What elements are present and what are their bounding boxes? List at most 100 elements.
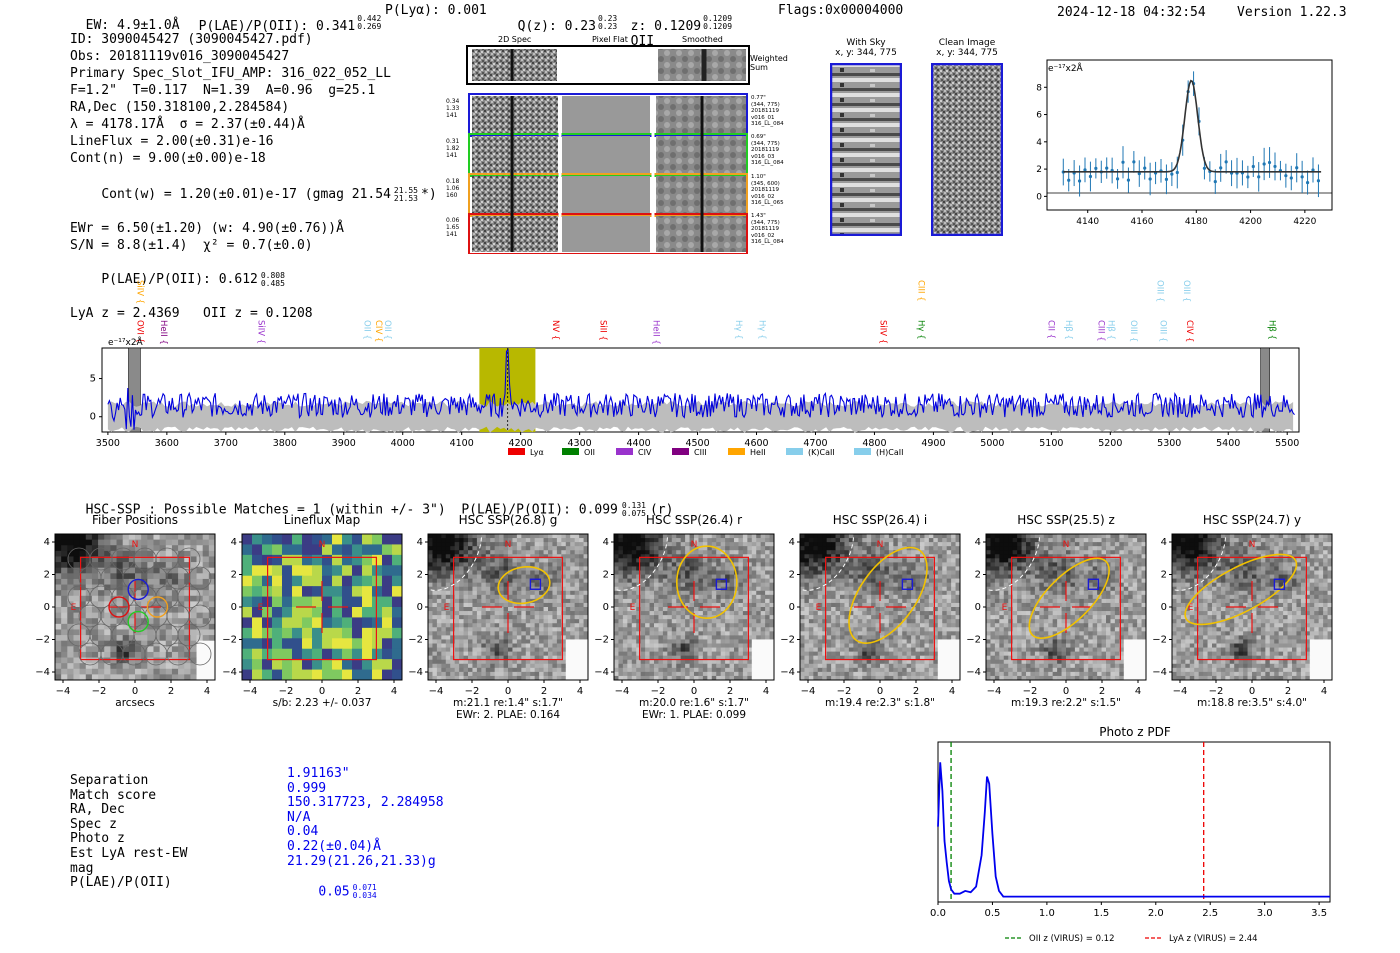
match-value-plae: 0.05 0.071 0.034 [318,882,377,900]
image-panel: N E −4 −2 0 2 4 4 2 0 −2 −4 [594,532,775,697]
selected-fiber [146,596,169,618]
zoom-x-tick-label: 4200 [1239,217,1262,227]
spectrum-x-tick-label: 4600 [744,438,768,449]
cutout-image [614,534,775,681]
spectrum-y-ticks: 05 [90,374,102,423]
cutout-image [55,534,216,681]
photoz-plot-frame [937,741,1331,903]
line-label: Hβ { [1063,320,1073,340]
zoom-x-tick-label: 4220 [1293,217,1316,227]
spectrum-x-tick-label: 4700 [803,438,827,449]
selected-fiber [127,578,149,601]
line-label: CIII { [1096,320,1106,342]
image-panel: N E −4 −2 0 2 4 4 2 0 −2 −4 [222,533,403,697]
legend-swatch [508,448,525,455]
zoom-point [1175,170,1179,175]
cutout-image [986,534,1147,681]
counterpart-ellipse [676,545,738,619]
panel-y-tick-label: −2 [35,635,50,646]
svg-text:SiIV {: SiIV { [255,320,265,344]
zoom-point [1295,166,1299,170]
north-label: N [1063,540,1070,550]
zoom-point [1126,178,1131,182]
photoz-x-tick-label: 2.5 [1202,908,1218,919]
panel-x-tick-label: 4 [763,686,769,697]
panel-x-tick-label: 2 [913,686,919,697]
aperture-box [1273,578,1286,590]
panel-title: Fiber Positions [91,513,179,527]
north-label: N [1249,540,1256,550]
legend-swatch [672,448,689,455]
info-line: LineFlux = 2.00(±0.31)e-16 [70,134,274,149]
panel-y-tick-label: 0 [1161,602,1167,613]
aperture-box [529,578,542,590]
info-contw: Cont(w) = 1.20(±0.01)e-17 (gmag 21.54 21.… [101,185,437,203]
clean-image [931,63,1003,236]
panel-x-tick-label: −4 [987,686,1002,697]
panel-y-tick-label: 0 [231,602,237,613]
cutout-column-labels: 2D Spec Pixel Flat Smoothed [470,35,750,45]
fiber-1-meta: 0.77" (344, 775) 20181119 v016_01 316_LL_084 [751,95,784,127]
panel-y-tick-label: −2 [408,635,423,646]
north-label: N [877,540,884,550]
panel-x-tick-label: −4 [615,686,630,697]
spectrum-legend: Lyα OII CIV CIII HeII (K)CaII (H)CaII [508,448,903,457]
panel-x-tick-label: 4 [1321,686,1327,697]
photoz-reference-lines [950,742,1205,902]
panel-caption: m:21.1 re:1.4" s:1.7" [453,697,563,709]
with-sky-image [830,63,902,236]
svg-text:SiII {: SiII { [597,320,607,341]
panel-y-tick-label: 4 [1161,537,1167,548]
search-box [1196,556,1308,661]
svg-text:OVI {: OVI { [134,320,144,343]
panel-x-tick-label: −2 [837,686,852,697]
svg-text:OIII {: OIII { [1181,280,1191,302]
spectrum-x-tick-label: 4200 [509,438,533,449]
line-label: CIII { [916,280,926,302]
line-label: Hβ { [1267,320,1277,340]
zoom-point [1088,174,1093,179]
line-label: OIII { [1181,280,1191,302]
panel-x-tick-label: 2 [1285,686,1291,697]
panel-title: Lineflux Map [283,513,361,527]
panel-y-tick-label: −2 [594,635,609,646]
aperture-box [901,578,914,590]
svg-text:Hβ {: Hβ { [1106,320,1116,340]
zoom-point [1224,160,1228,164]
svg-text:Hγ {: Hγ { [733,320,743,340]
search-box [79,556,191,661]
legend-label: OII z (VIRUS) = 0.12 [1029,934,1115,944]
panel-y-tick-label: 4 [417,537,423,548]
match-label: RA, Dec [70,802,125,818]
panel-x-tick-label: 4 [1135,686,1141,697]
panel-y-tick-label: 0 [789,602,795,613]
zoom-y-ticks: 0 2 4 6 8 [1036,83,1047,202]
zoom-point [1121,160,1125,164]
zoom-y-tick-label: 8 [1036,83,1042,93]
full-spectrum-chart: SiIV {OVI {HeII {SiIV {OII {CIV {OII {NV… [90,280,1300,457]
zoom-point [1246,175,1250,179]
line-label: HeII { [650,320,660,345]
panel-caption: m:20.0 re:1.6" s:1.7" [639,697,749,709]
panel-x-tick-label: −4 [801,686,816,697]
svg-text:OIII {: OIII { [1128,320,1138,342]
spectrum-x-tick-label: 5200 [1098,438,1122,449]
photoz-pdf-chart: Photo z PDF 0.0 0.5 1.0 1.5 2.0 2.5 3.0 3.5 OII… [930,725,1331,944]
image-panel: N E −4 −2 0 2 4 4 2 0 −2 −4 [35,533,216,697]
line-label: OIII { [1128,320,1138,342]
spectrum-x-tick-label: 3700 [214,438,238,449]
photoz-legend: OII z (VIRUS) = 0.12 LyA z (VIRUS) = 2.44 [1005,934,1258,944]
zoom-point [1115,177,1120,181]
panel-y-tick-label: −4 [780,667,795,678]
zoom-point [1083,168,1087,172]
fiber-row-3 [468,173,748,217]
spectrum-x-tick-label: 5100 [1039,438,1063,449]
clean-image-header: Clean Image x, y: 344, 775 [936,38,998,58]
header-plya: P(Lyα): 0.001 [385,3,487,18]
svg-text:Hβ {: Hβ { [1267,320,1277,340]
svg-text:OIII {: OIII { [1155,280,1165,302]
panel-x-tick-label: −2 [651,686,666,697]
line-label: OII { [361,320,371,340]
panel-title: HSC SSP(25.5) z [1017,513,1115,527]
zoom-point [1164,177,1169,181]
